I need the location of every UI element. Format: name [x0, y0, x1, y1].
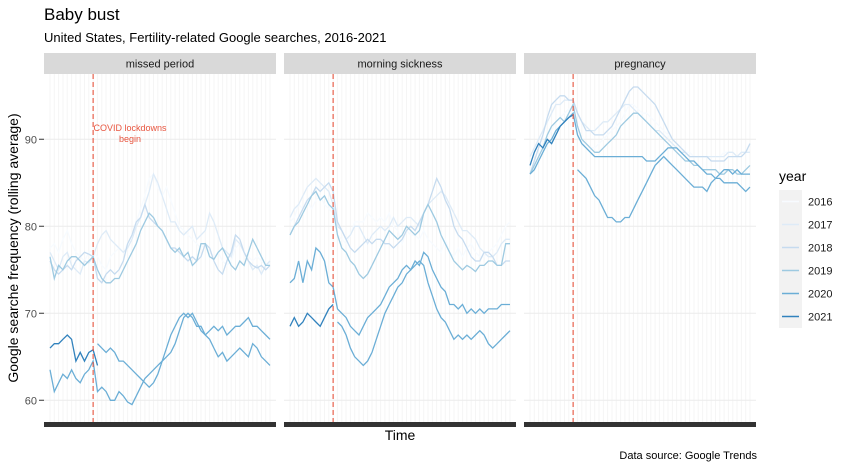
series-line-2021: [49, 334, 99, 366]
legend-item: 2019: [779, 259, 832, 282]
facet-strip: [44, 53, 276, 74]
legend-label: 2018: [808, 243, 832, 255]
legend-label: 2020: [808, 289, 832, 301]
series-line-2021: [529, 114, 574, 166]
facet-strip-label: missed period: [126, 59, 194, 71]
series-line-2020-continued-: [337, 260, 511, 367]
x-axis-bar: [44, 422, 276, 427]
y-tick-label: 90: [25, 134, 37, 146]
chart-subtitle: United States, Fertility-related Google …: [44, 30, 387, 45]
y-axis-title: Google searche frequency (rolling averag…: [5, 113, 21, 382]
series-line-2020: [289, 246, 510, 337]
legend-item: 2021: [779, 305, 832, 328]
legend-label: 2016: [808, 197, 832, 209]
plot-background: [284, 74, 516, 422]
x-axis-bar: [524, 422, 756, 427]
y-axis: 60 70 80 90: [25, 134, 44, 407]
series-line-2020-continued-: [97, 312, 271, 389]
legend-item: 2016: [779, 190, 832, 213]
x-axis-bar: [284, 422, 516, 427]
y-tick-label: 70: [25, 308, 37, 320]
facet-panel: morning sickness: [284, 53, 516, 427]
x-axis-title: Time: [385, 427, 416, 443]
series-line-2019: [49, 212, 270, 284]
series-line-2021: [289, 304, 334, 328]
facet-strip: [524, 53, 756, 74]
legend-title: year: [779, 168, 807, 184]
series-line-2020-continued-: [577, 155, 750, 223]
series-line-2016: [49, 172, 271, 272]
y-tick-label: 80: [25, 221, 37, 233]
legend-label: 2021: [808, 312, 832, 324]
series-line-2018: [529, 86, 751, 175]
facet-panels: missed period COVID lockdowns begin morning…: [44, 53, 756, 427]
chart-title: Baby bust: [44, 5, 120, 24]
series-line-2017: [49, 172, 271, 276]
y-tick-label: 60: [25, 395, 37, 407]
series-line-2018: [289, 176, 510, 267]
plot-background: [524, 74, 756, 422]
facet-panel: pregnancy: [524, 53, 756, 427]
chart-caption: Data source: Google Trends: [619, 450, 757, 462]
legend-label: 2019: [808, 266, 832, 278]
legend-label: 2017: [808, 220, 832, 232]
facet-strip-label: morning sickness: [358, 59, 443, 71]
facet-strip: [284, 53, 516, 74]
series-line-2019: [289, 190, 510, 280]
covid-annotation: COVID lockdowns begin: [93, 123, 167, 144]
series-line-2019: [529, 102, 751, 175]
series-line-2017: [289, 177, 510, 258]
series-line-2020: [49, 312, 271, 406]
legend-item: 2017: [779, 213, 832, 236]
facet-strip-label: pregnancy: [614, 59, 666, 71]
legend-item: 2020: [779, 282, 832, 305]
legend-item: 2018: [779, 236, 832, 259]
facet-panel: missed period COVID lockdowns begin: [44, 53, 276, 427]
legend: year 2016 2017 2018 2019 2020 2021: [779, 168, 832, 328]
